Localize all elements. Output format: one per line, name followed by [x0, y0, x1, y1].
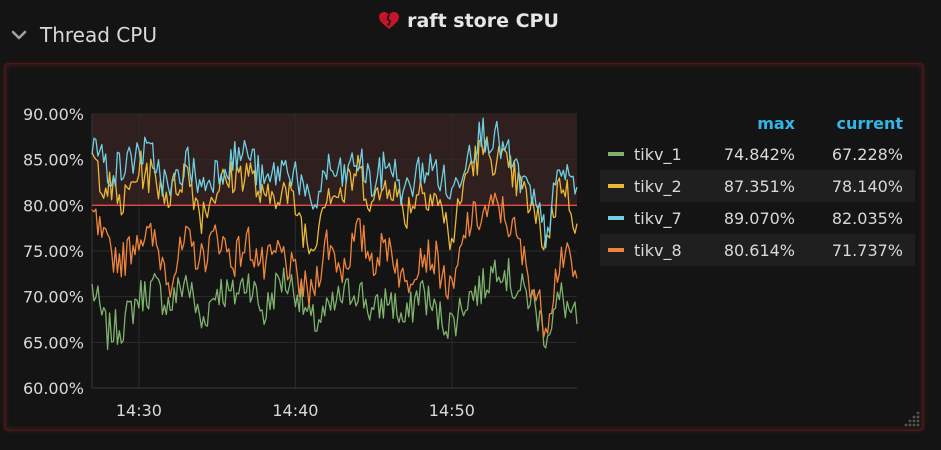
- legend-row-tikv_2[interactable]: tikv_2 87.351% 78.140%: [600, 170, 915, 202]
- x-tick-label: 14:40: [272, 401, 318, 420]
- broken-heart-icon[interactable]: [379, 12, 400, 30]
- legend-table: max current tikv_1 74.842% 67.228% tikv_…: [600, 108, 915, 266]
- legend-row-tikv_7[interactable]: tikv_7 89.070% 82.035%: [600, 202, 915, 234]
- legend-current-value: 78.140%: [831, 176, 903, 196]
- legend-current-value: 82.035%: [831, 208, 903, 228]
- legend-series-name[interactable]: tikv_2: [634, 176, 682, 196]
- panel-title-text: raft store CPU: [407, 10, 559, 32]
- legend-max-value: 74.842%: [723, 144, 795, 164]
- y-tick-label: 60.00%: [23, 379, 84, 398]
- y-tick-label: 65.00%: [23, 333, 84, 352]
- legend-max-value: 89.070%: [723, 208, 795, 228]
- x-tick-label: 14:50: [429, 401, 475, 420]
- legend-row-tikv_8[interactable]: tikv_8 80.614% 71.737%: [600, 234, 915, 266]
- legend-current-value: 67.228%: [831, 144, 903, 164]
- legend-current-value: 71.737%: [831, 240, 903, 260]
- y-tick-label: 85.00%: [23, 151, 84, 170]
- row-title: Thread CPU: [40, 23, 157, 47]
- row-header-thread-cpu[interactable]: Thread CPU: [8, 20, 157, 50]
- legend-series-name[interactable]: tikv_8: [634, 240, 682, 260]
- legend-column-current[interactable]: current: [836, 113, 903, 133]
- series-line-tikv_1: [91, 257, 578, 351]
- y-tick-label: 75.00%: [23, 242, 84, 261]
- y-tick-label: 90.00%: [23, 105, 84, 124]
- legend-column-max[interactable]: max: [757, 113, 795, 133]
- y-tick-label: 70.00%: [23, 288, 84, 307]
- legend-series-name[interactable]: tikv_7: [634, 208, 682, 228]
- legend-swatch[interactable]: [608, 184, 624, 188]
- legend-header: max current: [600, 108, 915, 138]
- legend-max-value: 87.351%: [723, 176, 795, 196]
- legend-swatch[interactable]: [608, 248, 624, 252]
- chevron-down-icon[interactable]: [8, 24, 30, 46]
- series-line-tikv_7: [91, 117, 578, 249]
- legend-row-tikv_1[interactable]: tikv_1 74.842% 67.228%: [600, 138, 915, 170]
- legend-max-value: 80.614%: [723, 240, 795, 260]
- series-line-tikv_2: [91, 136, 578, 255]
- x-tick-label: 14:30: [116, 401, 162, 420]
- y-tick-label: 80.00%: [23, 196, 84, 215]
- series-line-tikv_8: [91, 192, 578, 338]
- panel-title[interactable]: raft store CPU: [0, 10, 938, 32]
- resize-handle-icon[interactable]: [903, 410, 921, 428]
- legend-swatch[interactable]: [608, 152, 624, 156]
- legend-swatch[interactable]: [608, 216, 624, 220]
- legend-series-name[interactable]: tikv_1: [634, 144, 682, 164]
